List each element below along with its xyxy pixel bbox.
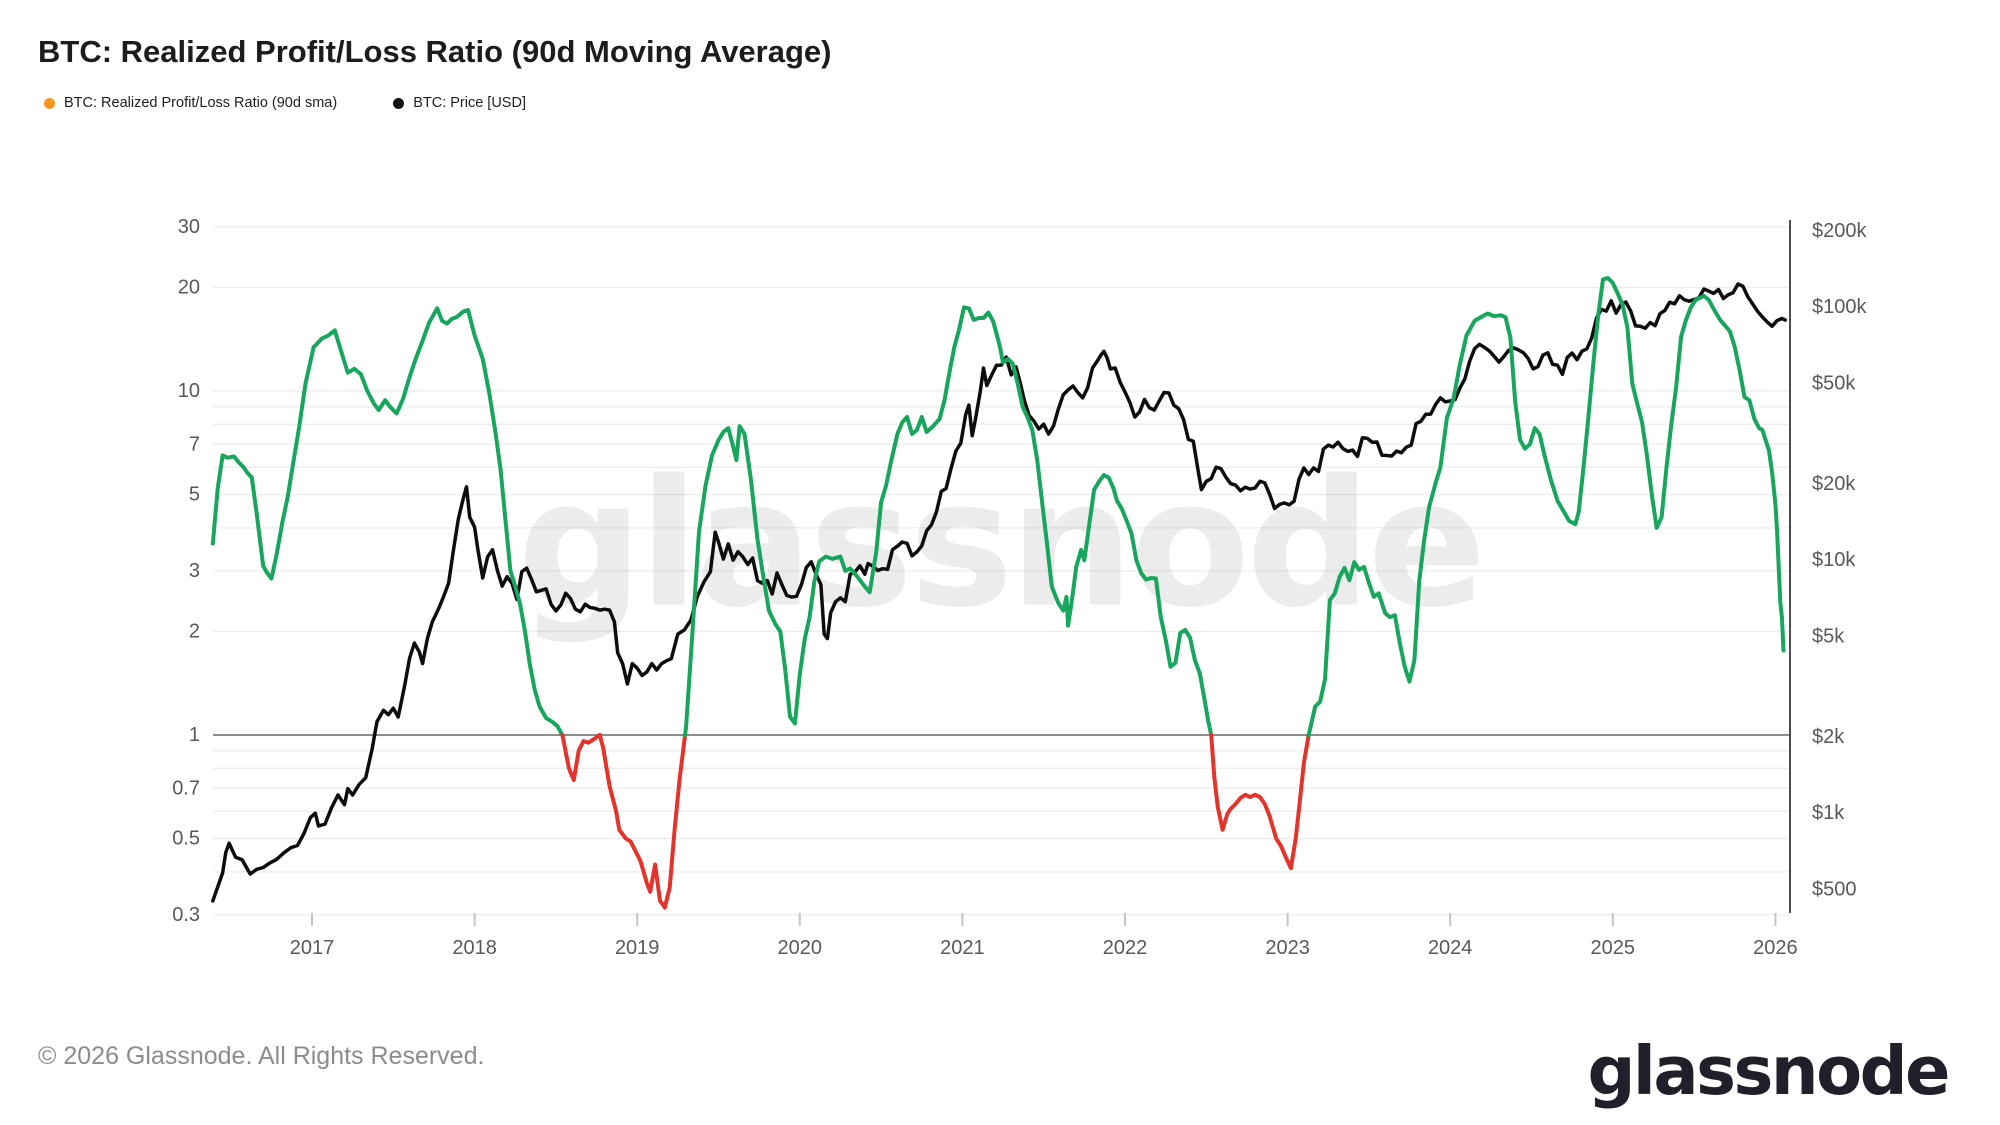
legend-item-ratio[interactable]: BTC: Realized Profit/Loss Ratio (90d sma… <box>44 95 337 111</box>
page-title: BTC: Realized Profit/Loss Ratio (90d Mov… <box>38 34 832 69</box>
svg-text:$20k: $20k <box>1812 473 1856 495</box>
chart-legend: BTC: Realized Profit/Loss Ratio (90d sma… <box>44 95 526 111</box>
svg-text:0.5: 0.5 <box>172 828 200 850</box>
footer-copyright: © 2026 Glassnode. All Rights Reserved. <box>38 1042 485 1070</box>
legend-label-ratio: BTC: Realized Profit/Loss Ratio (90d sma… <box>64 95 338 111</box>
svg-text:$500: $500 <box>1812 878 1857 900</box>
svg-text:$2k: $2k <box>1812 726 1845 748</box>
svg-text:2019: 2019 <box>615 937 660 959</box>
svg-text:20: 20 <box>178 276 200 298</box>
svg-text:3: 3 <box>189 560 200 582</box>
legend-item-price[interactable]: BTC: Price [USD] <box>393 95 526 111</box>
svg-text:1: 1 <box>189 724 200 746</box>
svg-text:$5k: $5k <box>1812 625 1845 647</box>
svg-text:2023: 2023 <box>1265 937 1310 959</box>
legend-dot-ratio-icon <box>44 97 55 109</box>
svg-text:10: 10 <box>178 380 200 402</box>
svg-text:7: 7 <box>189 433 200 455</box>
svg-text:$100k: $100k <box>1812 296 1867 318</box>
watermark: glassnode <box>518 444 1482 647</box>
svg-text:$1k: $1k <box>1812 802 1845 824</box>
glassnode-logo: glassnode <box>1587 1032 1950 1110</box>
svg-text:2026: 2026 <box>1753 937 1798 959</box>
svg-text:2017: 2017 <box>290 937 335 959</box>
svg-text:2020: 2020 <box>778 937 823 959</box>
svg-text:2025: 2025 <box>1591 937 1636 959</box>
svg-text:30: 30 <box>178 216 200 238</box>
legend-dot-price-icon <box>393 97 405 109</box>
svg-text:$50k: $50k <box>1812 372 1856 394</box>
svg-text:2018: 2018 <box>452 937 497 959</box>
svg-text:$200k: $200k <box>1812 220 1867 242</box>
svg-text:$10k: $10k <box>1812 549 1856 571</box>
legend-label-price: BTC: Price [USD] <box>413 95 526 111</box>
svg-text:2024: 2024 <box>1428 937 1473 959</box>
svg-text:2: 2 <box>189 620 200 642</box>
svg-text:5: 5 <box>189 484 200 506</box>
svg-text:2022: 2022 <box>1103 937 1148 959</box>
svg-text:2021: 2021 <box>940 937 985 959</box>
svg-text:0.3: 0.3 <box>172 904 200 926</box>
svg-text:0.7: 0.7 <box>172 777 200 799</box>
